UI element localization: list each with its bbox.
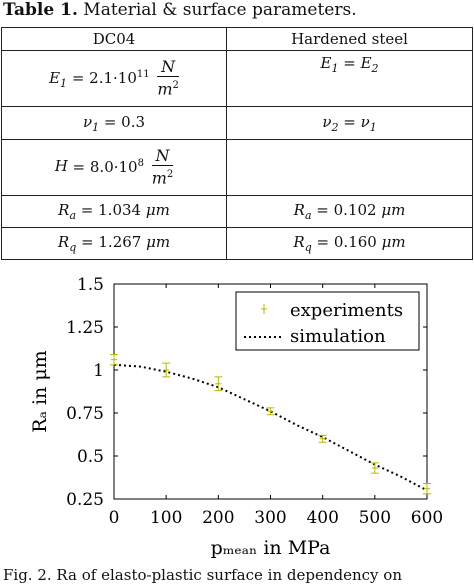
figure-caption: Fig. 2. Ra of elasto-plastic surface in … <box>3 566 402 584</box>
table-row: Ra = 1.034 μm Ra = 0.102 μm <box>1 195 473 228</box>
y-tick-label: 0.25 <box>66 490 104 510</box>
cell-steel-e1: E1 = E2 <box>226 50 473 107</box>
x-tick-label: 400 <box>306 508 338 528</box>
header-dc04: DC04 <box>1 27 227 51</box>
x-axis-label: pₘₑₐₙ in MPa <box>211 537 331 559</box>
series-simulation-line <box>113 363 428 492</box>
experiment-point <box>370 462 379 474</box>
table-header-row: DC04 Hardened steel <box>1 27 473 51</box>
cell-steel-nu2: ν2 = ν1 <box>226 106 473 140</box>
cell-dc04-nu1: ν1 = 0.3 <box>1 106 227 140</box>
y-tick-label: 1.25 <box>66 318 104 338</box>
legend-experiments-label: experiments <box>290 300 403 321</box>
header-hardened-steel: Hardened steel <box>226 27 473 51</box>
x-tick-label: 200 <box>202 508 234 528</box>
experiment-point <box>423 483 431 495</box>
table-caption-label: Table 1. <box>3 0 78 20</box>
experiment-point <box>162 362 171 378</box>
cell-dc04-ra: Ra = 1.034 μm <box>1 195 227 228</box>
y-axis-label: Rₐ in μm <box>29 350 51 432</box>
y-tick-label: 1 <box>93 361 104 381</box>
y-tick-label: 0.75 <box>66 404 104 424</box>
experiment-point <box>110 354 118 366</box>
ra-vs-pmean-chart: 0 100 200 300 400 500 600 0.25 0.5 0.75 1 1.25 1.5 e… <box>29 275 443 559</box>
cell-dc04-rq: Rq = 1.267 μm <box>1 227 227 260</box>
x-tick-label: 100 <box>150 508 182 528</box>
legend-box <box>235 291 420 351</box>
x-tick-label: 0 <box>109 508 120 528</box>
experiment-point <box>214 376 223 392</box>
cell-steel-empty <box>226 139 473 196</box>
table-row: ν1 = 0.3 ν2 = ν1 <box>1 106 473 140</box>
cell-steel-rq: Rq = 0.160 μm <box>226 227 473 260</box>
legend-simulation-label: simulation <box>290 326 386 347</box>
x-tick-label: 500 <box>359 508 391 528</box>
x-tick-label: 600 <box>411 508 443 528</box>
x-tick-label: 300 <box>254 508 286 528</box>
experiment-point <box>318 434 327 443</box>
cell-steel-ra: Ra = 0.102 μm <box>226 195 473 228</box>
experiment-point <box>266 407 275 416</box>
y-tick-label: 0.5 <box>77 447 104 467</box>
table-caption-text: Material & surface parameters. <box>83 0 357 20</box>
table-caption: Table 1. Material & surface parameters. <box>3 0 357 20</box>
y-tick-label: 1.5 <box>77 275 104 295</box>
table-row: Rq = 1.267 μm Rq = 0.160 μm <box>1 227 473 260</box>
